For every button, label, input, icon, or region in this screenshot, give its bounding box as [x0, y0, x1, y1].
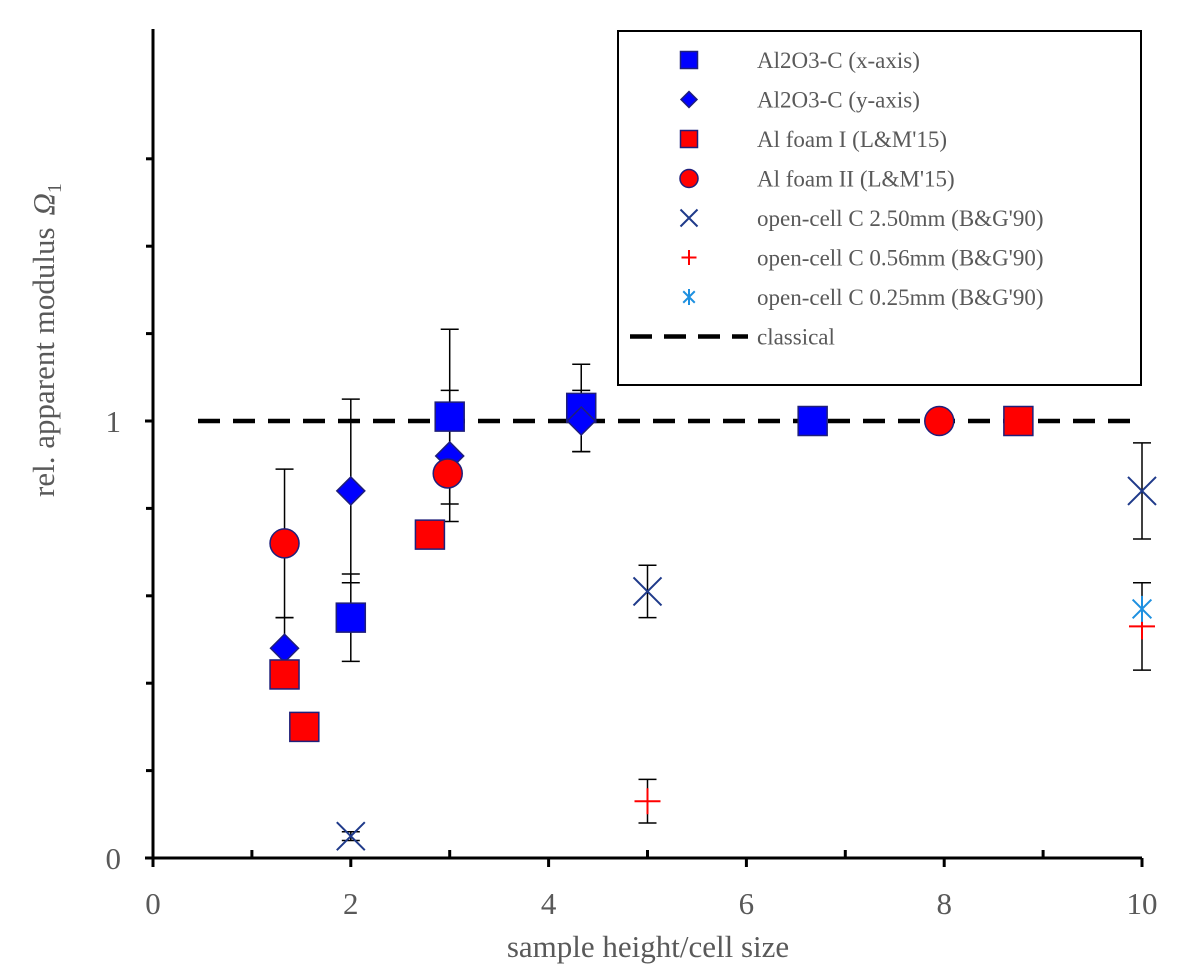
- y-tick-label: 0: [106, 841, 122, 876]
- data-point: [335, 475, 366, 506]
- legend-marker: [679, 168, 699, 189]
- series-errorbars-5: [638, 581, 1151, 824]
- series-6: [1131, 595, 1153, 622]
- data-point: [1131, 595, 1153, 622]
- series-errorbars-4: [341, 442, 1151, 842]
- legend-label: classical: [757, 325, 835, 350]
- data-point: [434, 401, 465, 432]
- axes: 0 2 4 6 8 10 0 1: [106, 29, 1158, 921]
- x-tick-label: 6: [739, 886, 755, 921]
- data-point: [634, 788, 661, 815]
- data-point: [1127, 476, 1157, 506]
- data-point: [269, 659, 300, 690]
- x-tick-label: 4: [541, 886, 557, 921]
- data-point: [566, 405, 597, 437]
- series-2: [269, 405, 1034, 743]
- legend-box: [617, 30, 1142, 386]
- legend-label: Al2O3-C (x-axis): [757, 48, 920, 73]
- legend-marker: [679, 90, 699, 109]
- data-point: [414, 519, 446, 550]
- legend-marker: [679, 50, 699, 70]
- data-point: [269, 528, 300, 559]
- data-point: [632, 576, 663, 607]
- legend-label: Al foam II (L&M'15): [757, 167, 955, 192]
- data-point: [336, 821, 366, 851]
- y-axis-label: rel. apparent modulus Ω1: [26, 183, 66, 497]
- y-axis-label-symbol: Ω: [26, 193, 61, 215]
- series-layer: [269, 328, 1157, 851]
- y-tick-label: 1: [106, 404, 122, 439]
- legend-label: open-cell C 0.25mm (B&G'90): [757, 285, 1044, 310]
- data-point: [1003, 405, 1034, 437]
- series-errorbars-0: [341, 328, 591, 663]
- x-tick-label: 10: [1127, 886, 1158, 921]
- x-tick-label: 0: [145, 886, 161, 921]
- data-point: [335, 602, 367, 633]
- y-axis-label-text: rel. apparent modulus: [26, 227, 61, 496]
- data-point: [797, 405, 828, 437]
- legend-label: Al foam I (L&M'15): [757, 127, 947, 152]
- data-point: [432, 458, 463, 489]
- series-3: [269, 405, 955, 559]
- legend-marker: [681, 250, 697, 265]
- x-tick-label: 2: [343, 886, 359, 921]
- legend-marker: [679, 129, 699, 149]
- legend-label: Al2O3-C (y-axis): [757, 88, 920, 113]
- series-4: [336, 476, 1157, 851]
- legend-label: open-cell C 0.56mm (B&G'90): [757, 246, 1044, 271]
- data-point: [924, 405, 955, 437]
- x-axis-label: sample height/cell size: [507, 929, 789, 964]
- data-point: [289, 711, 320, 743]
- legend: Al2O3-C (x-axis) Al2O3-C (y-axis) Al foam …: [617, 30, 1142, 386]
- legend-marker: [679, 208, 699, 228]
- legend-marker: [682, 289, 696, 305]
- legend-label: open-cell C 2.50mm (B&G'90): [757, 206, 1044, 231]
- y-axis-label-subscript: 1: [44, 183, 66, 193]
- series-5: [634, 613, 1155, 815]
- x-tick-label: 8: [936, 886, 952, 921]
- data-point: [269, 633, 300, 664]
